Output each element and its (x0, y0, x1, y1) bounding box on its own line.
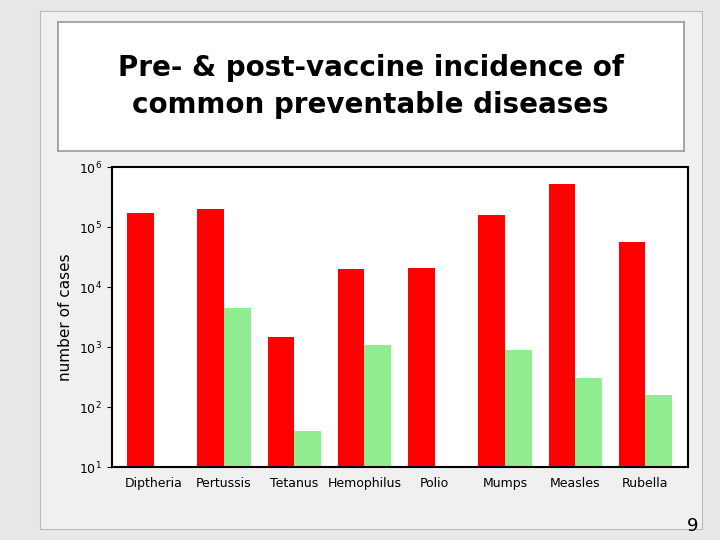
Bar (197, 210, 224, 540)
Bar (268, 336, 294, 540)
Y-axis label: number of cases: number of cases (58, 253, 73, 381)
Bar (338, 269, 364, 540)
Bar (364, 345, 391, 540)
Bar (645, 395, 672, 540)
Bar (127, 213, 154, 540)
Text: Pre- & post-vaccine incidence of
common preventable diseases: Pre- & post-vaccine incidence of common … (118, 54, 624, 119)
Bar (549, 184, 575, 540)
Bar (478, 215, 505, 540)
Bar (224, 308, 251, 540)
Text: 9: 9 (687, 517, 698, 535)
Bar (505, 350, 531, 540)
Bar (408, 268, 435, 540)
Bar (294, 431, 321, 540)
Bar (575, 377, 602, 540)
Bar (618, 242, 645, 540)
